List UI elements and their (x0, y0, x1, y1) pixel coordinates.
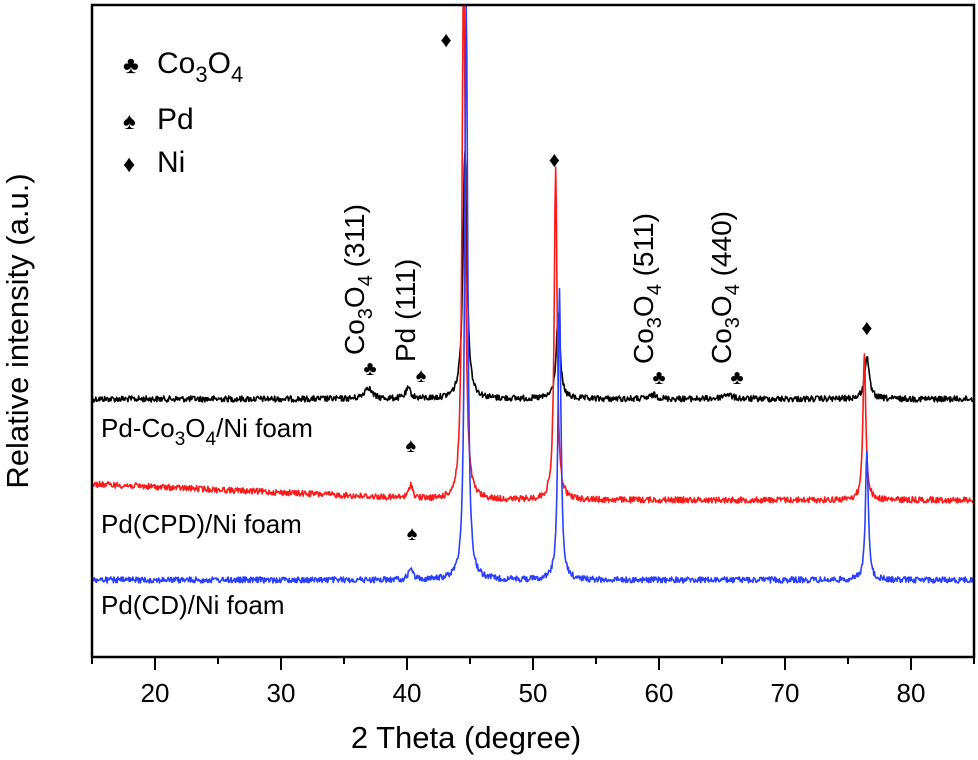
club-icon: ♣ (652, 367, 665, 389)
x-tick-label: 50 (519, 678, 548, 708)
peak-label: Co3O4 (311) (339, 204, 377, 355)
x-axis: 20 30 40 50 60 70 80 (91, 657, 975, 708)
spade-icon: ♠ (416, 365, 427, 387)
trace-2 (91, 5, 975, 584)
spade-icon: ♠ (407, 523, 418, 545)
x-tick-label: 40 (393, 678, 422, 708)
peak-label: Co3O4 (440) (706, 211, 744, 364)
plot-frame (90, 3, 976, 659)
diamond-icon: ♦ (549, 147, 560, 172)
trace-1 (91, 5, 975, 504)
diamond-icon: ♦ (440, 27, 451, 52)
peak-label: Co3O4 (511) (628, 213, 666, 364)
club-icon: ♣ (123, 52, 139, 79)
series-label: Pd-Co3O4/Ni foam (101, 413, 313, 450)
legend-label: Co3O4 (157, 47, 243, 87)
x-tick-label: 60 (645, 678, 674, 708)
x-tick-label: 70 (771, 678, 800, 708)
legend: ♣ Co3O4 ♠ Pd ♦ Ni (123, 47, 243, 179)
peak-label: Pd (111) (390, 259, 421, 362)
x-tick-label: 30 (267, 678, 296, 708)
series-labels: Pd-Co3O4/Ni foam Pd(CPD)/Ni foam Pd(CD)/Ni… (101, 413, 313, 620)
legend-label: Ni (157, 146, 185, 179)
x-tick-label: 20 (141, 678, 170, 708)
series-label: Pd(CPD)/Ni foam (101, 509, 302, 539)
club-icon: ♣ (730, 367, 743, 389)
diamond-icon: ♦ (123, 151, 135, 178)
x-axis-title: 2 Theta (degree) (351, 720, 581, 755)
trace-0 (91, 151, 975, 403)
club-icon: ♣ (363, 358, 376, 380)
spade-icon: ♠ (123, 108, 136, 135)
series-label: Pd(CD)/Ni foam (101, 590, 284, 620)
x-tick-label: 80 (897, 678, 926, 708)
peak-annotations: ♣ Co3O4 (311) ♠ Pd (111) ♣ Co3O4 (511) ♣ Co3O4 … (339, 27, 873, 545)
diamond-icon: ♦ (861, 315, 872, 340)
spade-icon: ♠ (405, 435, 416, 457)
legend-label: Pd (157, 103, 194, 136)
data-traces (91, 5, 975, 584)
y-axis-title: Relative intensity (a.u.) (0, 173, 35, 488)
